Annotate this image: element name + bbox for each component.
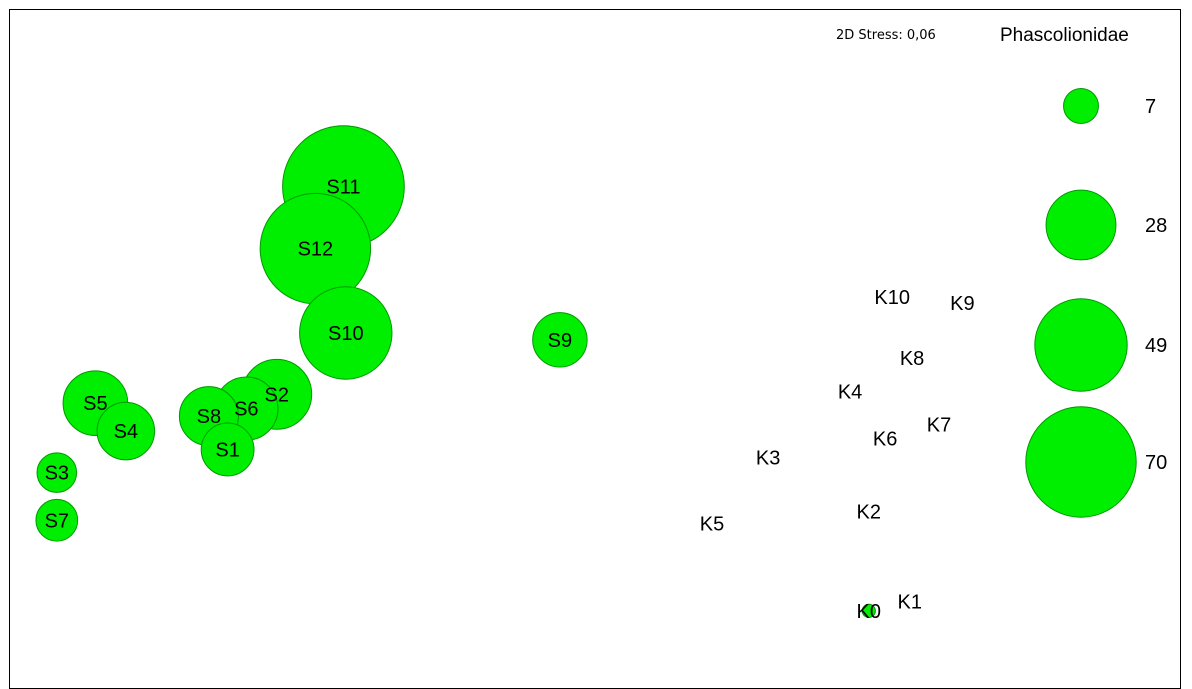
- legend-bubble-49: [1034, 298, 1128, 392]
- plot-frame: [9, 9, 1181, 689]
- bubble-s4: [96, 401, 156, 461]
- bubble-s1: [200, 422, 255, 477]
- bubble-s3: [36, 452, 78, 493]
- point-label-k6: K6: [873, 429, 897, 451]
- point-label-s12: S12: [298, 239, 334, 261]
- point-label-k9: K9: [950, 293, 974, 315]
- legend-bubble-28: [1045, 189, 1117, 261]
- point-label-s1: S1: [215, 439, 239, 461]
- legend-label-49: 49: [1145, 335, 1167, 357]
- legend-label-7: 7: [1145, 96, 1156, 118]
- point-label-s11: S11: [326, 177, 360, 199]
- point-label-s6: S6: [234, 399, 258, 421]
- point-label-s3: S3: [45, 463, 69, 485]
- point-label-s10: S10: [328, 323, 364, 345]
- point-label-s2: S2: [265, 384, 289, 406]
- chart-title: Phascolionidae: [1000, 25, 1129, 46]
- bubble-s7: [35, 498, 79, 542]
- point-label-s8: S8: [197, 406, 221, 428]
- point-label-k8: K8: [900, 348, 924, 370]
- point-label-k10: K10: [874, 287, 910, 309]
- point-label-k3: K3: [756, 448, 780, 470]
- point-label-s9: S9: [548, 330, 572, 352]
- point-label-k0: K0: [857, 601, 881, 623]
- point-label-k5: K5: [700, 514, 724, 536]
- stress-annotation: 2D Stress: 0,06: [836, 28, 936, 43]
- bubble-s10: [299, 286, 393, 380]
- bubble-s9: [532, 312, 588, 368]
- label-layer: S11 S12 S10 S9 S2 S6 S5 S4 S8 S1 S3 S7 K10 K9 K8 K4 K7 K6…: [45, 177, 975, 623]
- bubble-layer: [35, 125, 876, 618]
- legend-bubble-70: [1025, 406, 1137, 518]
- legend-bubble-7: [1063, 88, 1099, 124]
- point-label-k7: K7: [927, 414, 951, 436]
- point-label-k1: K1: [897, 591, 921, 613]
- bubble-k0: [861, 603, 876, 618]
- size-legend: 7 28 49 70: [1025, 88, 1167, 518]
- legend-label-28: 28: [1145, 215, 1167, 237]
- point-label-k4: K4: [838, 382, 862, 404]
- legend-label-70: 70: [1145, 452, 1167, 474]
- point-label-s4: S4: [114, 421, 138, 443]
- point-label-k2: K2: [857, 501, 881, 523]
- point-label-s5: S5: [83, 393, 107, 415]
- point-label-s7: S7: [45, 510, 69, 532]
